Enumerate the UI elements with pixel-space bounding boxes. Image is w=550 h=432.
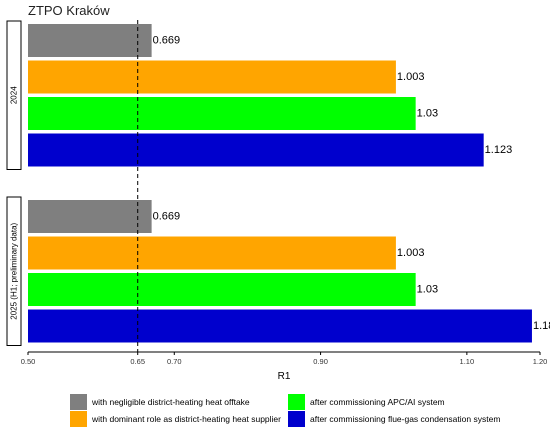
x-axis: 0.50 0.65 0.70 0.90 1.10 1.20 — [21, 351, 548, 366]
legend-item: with dominant role as district-heating h… — [70, 411, 281, 427]
x-axis-label: R1 — [278, 371, 291, 382]
chart-title: ZTPO Kraków — [28, 3, 110, 18]
bar — [28, 273, 416, 306]
bar-value-label: 1.189 — [533, 320, 550, 332]
chart: ZTPO Kraków 2024 0.669 1.003 1.03 1.123 2025 … — [6, 3, 550, 382]
legend-label: with dominant role as district-heating h… — [92, 414, 281, 424]
bar-value-label: 1.003 — [397, 71, 425, 83]
bar-value-label: 1.03 — [417, 108, 438, 120]
bar-value-label: 1.003 — [397, 247, 425, 259]
bar-value-label: 0.669 — [153, 35, 181, 47]
legend-swatch — [288, 394, 305, 410]
x-tick-label: 0.65 — [130, 357, 145, 366]
panel-strip — [6, 196, 22, 346]
bar-value-label: 1.03 — [417, 284, 438, 296]
panel-2: 2025 (H1; preliminary data) 0.669 1.003 1.0… — [6, 196, 550, 346]
bar — [28, 236, 396, 270]
x-tick-label: 0.50 — [21, 357, 36, 366]
x-tick-label: 1.20 — [533, 357, 548, 366]
legend-swatch — [70, 394, 87, 410]
x-tick-label: 0.90 — [313, 357, 328, 366]
bar — [28, 24, 152, 57]
legend-swatch — [70, 411, 87, 427]
legend-item: with negligible district-heating heat of… — [70, 394, 250, 410]
bar — [28, 200, 152, 233]
legend-label: after commissioning APC/AI system — [310, 397, 445, 407]
legend-item: after commissioning flue-gas condensatio… — [288, 411, 500, 427]
x-tick-label: 0.70 — [167, 357, 182, 366]
bar-value-label: 0.669 — [153, 211, 181, 223]
panel-1: 2024 0.669 1.003 1.03 1.123 — [6, 20, 513, 170]
panel-label: 2025 (H1; preliminary data) — [10, 222, 19, 319]
panel-label: 2024 — [10, 86, 19, 104]
legend-label: with negligible district-heating heat of… — [92, 397, 250, 407]
legend-swatch — [288, 411, 305, 427]
bar-value-label: 1.123 — [485, 144, 513, 156]
bar — [28, 60, 396, 94]
legend-item: after commissioning APC/AI system — [288, 394, 445, 410]
bar — [28, 133, 484, 167]
bar — [28, 309, 532, 343]
bar — [28, 97, 416, 130]
panel-strip — [6, 20, 22, 170]
legend-label: after commissioning flue-gas condensatio… — [310, 414, 501, 424]
x-tick-label: 1.10 — [460, 357, 475, 366]
